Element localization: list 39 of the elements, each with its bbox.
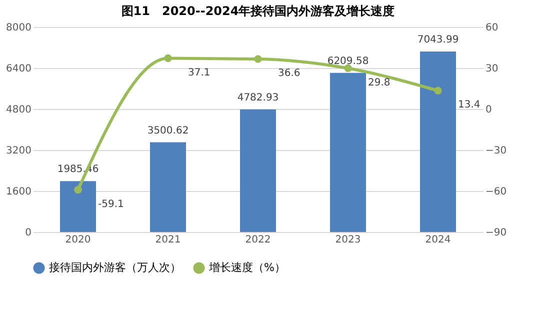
y2-tick-label: −30 (486, 146, 507, 156)
y-tick-label: 3200 (6, 146, 32, 156)
x-tick-label: 2023 (335, 234, 361, 246)
bar (150, 142, 186, 232)
data-label: 36.6 (278, 68, 300, 79)
data-label: 6209.58 (327, 56, 369, 67)
point (344, 64, 352, 72)
legend-label: 增长速度（%） (208, 261, 286, 274)
point (434, 86, 442, 95)
y-tick-label: 4800 (6, 104, 32, 116)
point (164, 54, 172, 62)
y-tick-label: 0 (25, 228, 32, 238)
bar (240, 109, 276, 232)
bar (330, 72, 366, 232)
point (74, 186, 82, 194)
data-label: 3500.62 (147, 125, 189, 136)
data-label: 37.1 (188, 67, 210, 78)
y2-tick-label: 60 (486, 22, 498, 34)
x-tick-label: 2022 (245, 234, 271, 246)
y-tick-label: 1600 (6, 186, 32, 198)
y2-tick-label: −90 (486, 228, 507, 238)
y2-tick-label: 30 (486, 64, 498, 74)
y-tick-label: 6400 (6, 64, 32, 74)
x-tick-label: 2020 (65, 234, 91, 246)
bar (60, 181, 96, 232)
y2-tick-label: 0 (486, 104, 492, 116)
y2-tick-label: −60 (486, 186, 507, 198)
legend-label: 接待国内外游客（万人次） (49, 261, 181, 274)
data-label: 29.8 (368, 77, 390, 88)
point (254, 55, 262, 63)
x-tick-label: 2024 (425, 234, 451, 246)
chart-title: 图11 2020--2024年接待国内外游客及增长速度 (121, 4, 395, 18)
data-label: -59.1 (98, 198, 124, 210)
data-label: 7043.99 (417, 34, 459, 46)
x-tick-label: 2021 (155, 234, 181, 246)
y-tick-label: 8000 (6, 22, 32, 34)
data-label: 13.4 (458, 100, 480, 111)
bar (420, 52, 456, 232)
data-label: 4782.93 (237, 92, 279, 104)
